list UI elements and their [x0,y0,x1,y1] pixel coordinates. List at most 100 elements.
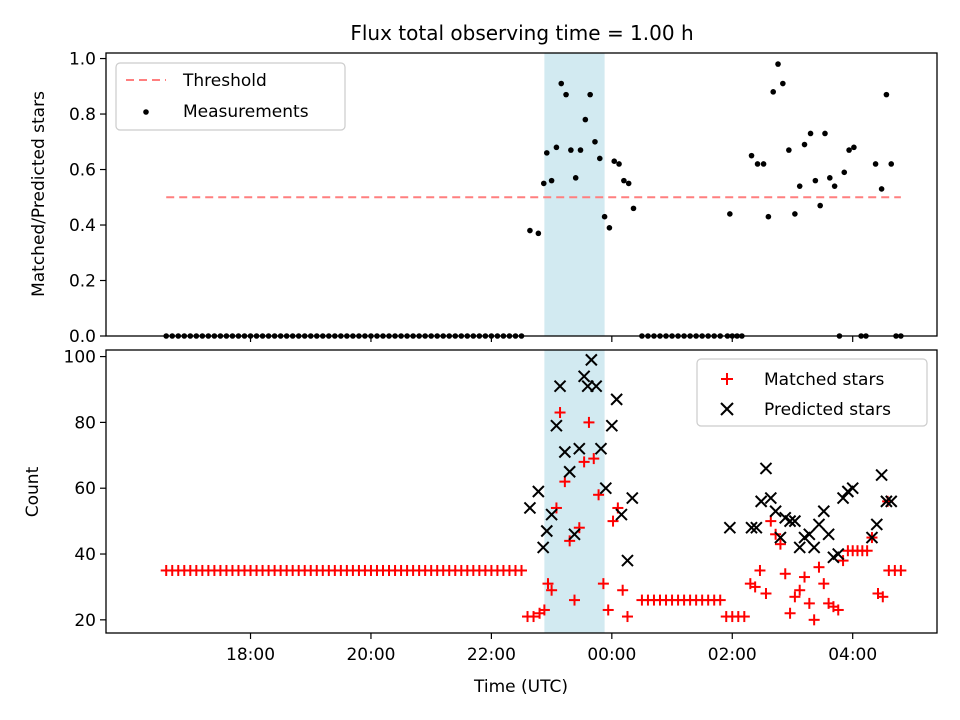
predicted-marker-b [568,528,581,541]
predicted-star-point [532,485,545,498]
top-y-tick-label: 1.0 [69,50,96,70]
measurement-point [822,130,828,137]
top-y-axis-label: Matched/Predicted stars [29,91,49,297]
measurement-point [606,224,613,231]
predicted-marker-b [577,370,591,383]
bottom-y-tick-label: 100 [64,348,96,368]
legend-matched-swatch [721,373,733,385]
measurement-point [611,158,618,165]
predicted-star-point [750,521,763,534]
predicted-star-point [745,521,758,534]
predicted-marker-b [563,465,576,478]
measurement-point [577,147,584,153]
legend-predicted-label: Predicted stars [764,400,891,420]
measurement-point [553,144,560,151]
top-frame [105,52,938,337]
measurement-point [621,177,627,184]
predicted-star-point [817,505,830,518]
measurement-point [592,138,598,145]
predicted-star-point [822,528,835,541]
predicted-star-point [793,541,806,554]
matched-star-point [794,584,806,596]
predicted-marker-b [870,518,883,531]
x-tick-label: 02:00 [708,645,757,665]
predicted-marker-b [523,501,537,515]
matched-star-point [607,515,619,527]
top-y-tick-label: 0.2 [69,272,96,292]
bottom-legend-box [696,358,928,427]
matched-star-point [760,588,772,600]
predicted-star-point [832,547,845,561]
predicted-star-point [803,528,816,541]
predicted-marker-b [807,541,821,554]
predicted-marker-b [788,514,802,528]
predicted-star-point [573,442,586,455]
predicted-star-point [621,554,634,567]
predicted-star-point [875,468,888,482]
predicted-marker-b [875,468,888,482]
matched-star-point [617,584,629,596]
measurement-point [846,147,852,153]
matched-star-point [754,564,766,576]
predicted-marker-b [540,524,553,538]
measurement-point [888,161,895,167]
predicted-star-point [754,495,768,508]
predicted-marker-b [846,482,859,495]
predicted-marker-b [832,547,845,561]
measurement-point [812,177,819,184]
predicted-marker-b [774,531,787,544]
predicted-star-point [568,528,581,541]
measurement-point [616,161,622,167]
legend-threshold-label: Threshold [182,71,267,91]
predicted-marker-b [532,485,545,498]
predicted-star-point [610,393,623,406]
predicted-marker-b [585,353,598,367]
predicted-marker-b [626,491,639,505]
matched-star-point [542,578,554,590]
measurement-point [872,161,879,167]
matched-star-point [573,522,585,534]
matched-star-point [818,578,830,590]
predicted-star-point [723,521,737,534]
predicted-star-point [880,495,893,508]
bottom-y-tick-label: 60 [74,479,96,499]
matched-star-point [568,594,580,606]
predicted-star-point [865,531,879,544]
measurement-point [548,177,555,184]
x-tick-label: 20:00 [346,645,395,665]
bottom-legend: Matched stars Predicted stars [696,358,928,427]
matched-star-point [861,545,873,557]
measurement-point [796,183,803,189]
predicted-star-point [812,518,826,531]
matched-star-point [895,564,907,576]
measurement-point [540,180,547,187]
bottom-y-tick-label: 40 [74,545,96,565]
predicted-star-point [626,491,639,505]
predicted-marker-b [723,521,737,534]
matched-star-point [714,594,726,606]
measurement-point [831,183,838,189]
measurement-point [563,91,569,98]
matched-star-point [550,502,562,514]
measurement-point [801,141,808,148]
predicted-star-point [553,379,567,393]
matched-star-point [593,489,605,501]
measurement-point [878,186,885,192]
measurement-point [596,155,603,162]
measurement-point [587,91,593,98]
predicted-marker-b [610,393,623,406]
predicted-star-point [577,370,591,383]
measurement-point [851,144,857,151]
measurement-point [765,213,772,220]
predicted-marker-b [599,482,613,495]
predicted-star-point [558,445,572,459]
predicted-star-point [599,482,613,495]
bottom-y-ticks: 20 40 60 80 100 [64,348,106,631]
predicted-marker-b [817,505,830,518]
predicted-star-point [589,379,603,393]
matched-star-point [546,584,558,596]
matched-star-point [554,407,566,419]
bottom-frame [105,349,938,634]
measurement-point [572,175,579,181]
legend-predicted-swatch [720,402,734,416]
